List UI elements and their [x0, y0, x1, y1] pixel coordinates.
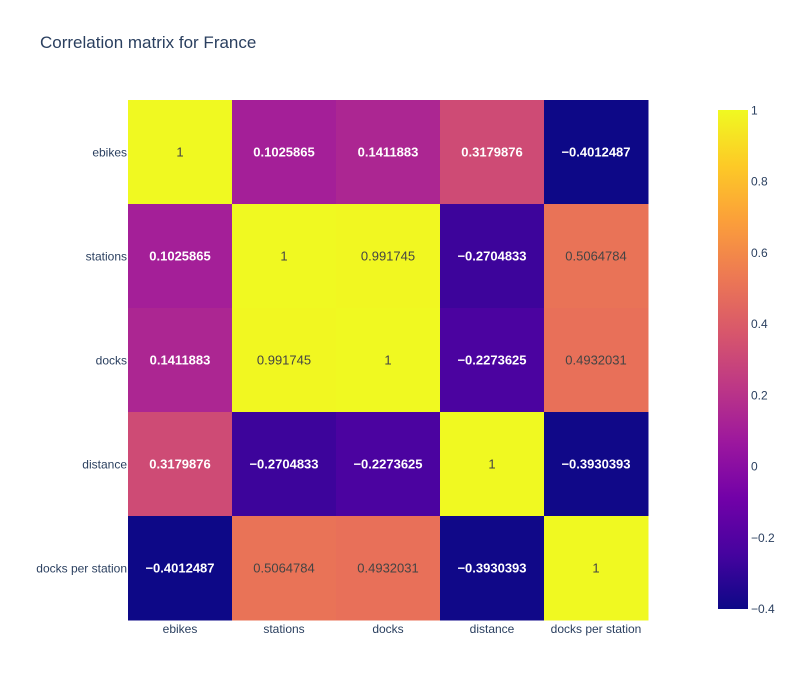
heatmap-cell — [440, 412, 545, 517]
colorbar-tick-label: 1 — [751, 104, 758, 118]
heatmap-cell — [336, 412, 441, 517]
x-tick-label: docks per station — [551, 622, 642, 636]
heatmap-cell — [232, 516, 337, 621]
heatmap-cell — [336, 308, 441, 413]
chart-title: Correlation matrix for France — [40, 33, 257, 52]
heatmap-cell — [336, 516, 441, 621]
cell-value-label: 1 — [592, 561, 599, 576]
y-tick-label: docks — [96, 354, 127, 368]
cell-value-label: 0.991745 — [361, 249, 415, 264]
cell-value-label: −0.2273625 — [353, 457, 422, 472]
cell-value-label: 1 — [280, 249, 287, 264]
heatmap-cell — [544, 308, 649, 413]
y-tick-label: ebikes — [92, 146, 127, 160]
colorbar: 1 0.8 0.6 0.4 0.2 0 −0.2 −0.4 — [718, 104, 775, 617]
y-tick-label: stations — [86, 250, 127, 264]
heatmap-cell — [544, 204, 649, 309]
heatmap-cell — [440, 204, 545, 309]
x-tick-label: ebikes — [163, 622, 198, 636]
heatmap-cell — [440, 100, 545, 205]
y-tick-label: distance — [82, 458, 127, 472]
cell-value-label: −0.2704833 — [457, 249, 526, 264]
cell-value-label: −0.3930393 — [561, 457, 630, 472]
cell-value-label: −0.2704833 — [249, 457, 318, 472]
heatmap-cell — [128, 204, 233, 309]
colorbar-gradient — [718, 110, 748, 609]
cell-value-label: 0.1025865 — [149, 249, 210, 264]
heatmap-cell — [440, 308, 545, 413]
colorbar-tick-label: −0.4 — [751, 602, 775, 616]
x-tick-label: docks — [372, 622, 403, 636]
heatmap-cell — [336, 204, 441, 309]
heatmap-cell — [128, 308, 233, 413]
colorbar-tick-label: −0.2 — [751, 531, 775, 545]
colorbar-tick-label: 0.2 — [751, 388, 768, 402]
heatmap-cell — [440, 516, 545, 621]
cell-value-label: −0.4012487 — [145, 561, 214, 576]
cell-value-label: −0.4012487 — [561, 145, 630, 160]
x-tick-label: distance — [470, 622, 515, 636]
cell-value-label: 0.1411883 — [358, 145, 419, 160]
heatmap-cell — [544, 412, 649, 517]
colorbar-tick-label: 0.6 — [751, 246, 768, 260]
heatmap-cell — [232, 308, 337, 413]
cell-value-label: 0.1025865 — [253, 145, 314, 160]
colorbar-tick-label: 0.8 — [751, 175, 768, 189]
heatmap-cell — [128, 100, 233, 205]
colorbar-tick-label: 0.4 — [751, 317, 768, 331]
heatmap-cells — [128, 100, 649, 621]
cell-value-label: 0.5064784 — [253, 561, 314, 576]
cell-value-label: 1 — [384, 353, 391, 368]
cell-value-label: 0.5064784 — [565, 249, 626, 264]
heatmap-cell — [232, 412, 337, 517]
cell-value-label: 1 — [488, 457, 495, 472]
heatmap-cell-labels: 1 0.1025865 0.1411883 0.3179876 −0.4012487 0.… — [145, 145, 630, 576]
cell-value-label: 0.4932031 — [565, 353, 626, 368]
heatmap-cell — [232, 100, 337, 205]
heatmap-cell — [128, 516, 233, 621]
cell-value-label: 0.4932031 — [357, 561, 418, 576]
heatmap-cell — [544, 516, 649, 621]
heatmap-cell — [128, 412, 233, 517]
cell-value-label: −0.2273625 — [457, 353, 526, 368]
x-tick-label: stations — [263, 622, 304, 636]
x-axis-ticks: ebikes stations docks distance docks per sta… — [163, 622, 642, 636]
cell-value-label: −0.3930393 — [457, 561, 526, 576]
cell-value-label: 0.1411883 — [150, 353, 211, 368]
y-axis-ticks: ebikes stations docks distance docks per sta… — [36, 146, 127, 576]
colorbar-tick-label: 0 — [751, 460, 758, 474]
heatmap-cell — [232, 204, 337, 309]
y-tick-label: docks per station — [36, 562, 127, 576]
cell-value-label: 1 — [176, 145, 183, 160]
heatmap-cell — [544, 100, 649, 205]
heatmap-cell — [336, 100, 441, 205]
colorbar-ticks: 1 0.8 0.6 0.4 0.2 0 −0.2 −0.4 — [751, 104, 775, 617]
cell-value-label: 0.3179876 — [149, 457, 210, 472]
cell-value-label: 0.991745 — [257, 353, 311, 368]
cell-value-label: 0.3179876 — [461, 145, 522, 160]
